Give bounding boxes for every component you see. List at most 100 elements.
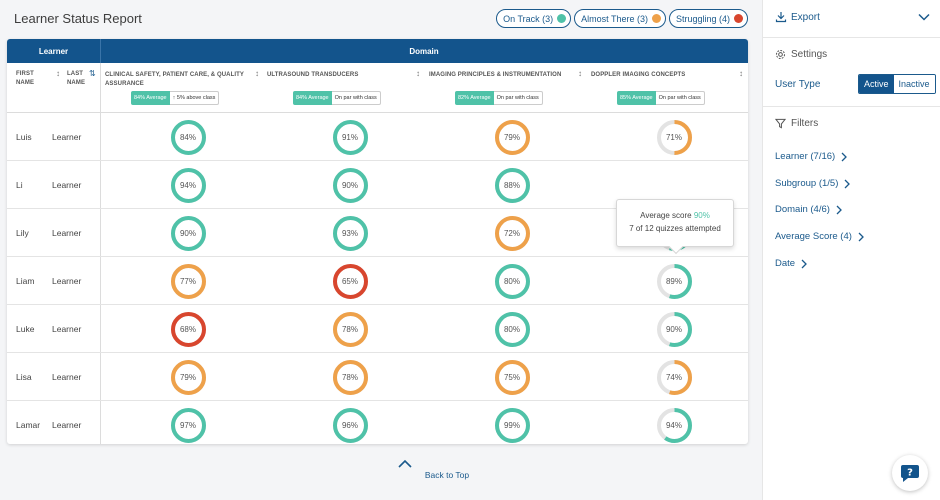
divider (100, 39, 101, 63)
score-ring-progress (656, 312, 692, 347)
chevron-right-icon (858, 232, 864, 241)
score-ring-progress (170, 264, 206, 299)
status-dot (734, 14, 743, 23)
export-button[interactable]: Export (775, 11, 820, 23)
score-ring[interactable] (656, 359, 693, 396)
first-name-cell: Luis (16, 132, 32, 142)
score-ring-progress (332, 408, 368, 443)
sort-icon[interactable]: ↕ (739, 69, 743, 78)
back-to-top-link[interactable]: Back to Top (397, 458, 497, 480)
score-ring[interactable] (656, 263, 693, 300)
score-ring[interactable] (494, 359, 531, 396)
score-ring[interactable] (170, 215, 207, 252)
score-ring[interactable] (494, 311, 531, 348)
help-chat-button[interactable]: ? (892, 455, 928, 491)
score-ring[interactable] (494, 407, 531, 444)
status-pills: On Track (3) Almost There (3) Struggling… (496, 9, 748, 28)
sort-icon[interactable]: ↕ (416, 69, 420, 78)
score-ring[interactable] (170, 263, 207, 300)
comparison-text: 5% above class (176, 95, 216, 101)
filter-label: Domain (4/6) (775, 204, 830, 215)
filter-average-score[interactable]: Average Score (4) (775, 231, 864, 242)
comparison-text: On par with class (493, 91, 543, 105)
divider (763, 37, 940, 38)
report-table: Learner Domain FIRST NAME ↕ LAST NAME ⇅ … (7, 39, 748, 444)
score-ring-progress (494, 168, 530, 203)
table-row: Luke Learner 68% 78% 80% 90% (7, 305, 748, 353)
score-ring-progress (656, 408, 692, 443)
sort-icon[interactable]: ↕ (255, 69, 259, 78)
score-ring[interactable] (332, 167, 369, 204)
score-value: 94% (665, 421, 682, 430)
first-name-header[interactable]: FIRST NAME (16, 71, 35, 86)
sidebar: Export Settings User Type Active Inactiv… (762, 0, 940, 500)
score-ring-progress (170, 360, 206, 395)
score-ring-progress (494, 408, 530, 443)
score-value: 77% (179, 277, 196, 286)
settings-section: Settings (775, 49, 827, 60)
filter-learner[interactable]: Learner (7/16) (775, 151, 848, 162)
score-value: 89% (665, 277, 682, 286)
score-ring[interactable] (170, 407, 207, 444)
struggling-pill[interactable]: Struggling (4) (668, 9, 748, 28)
first-name-cell: Liam (16, 276, 35, 286)
score-ring[interactable] (170, 311, 207, 348)
column-header-row: FIRST NAME ↕ LAST NAME ⇅ CLINICAL SAFETY… (7, 63, 748, 113)
on-track-pill[interactable]: On Track (3) (496, 9, 572, 28)
score-ring[interactable] (170, 119, 207, 156)
score-ring[interactable] (494, 119, 531, 156)
chevron-down-icon[interactable] (918, 13, 930, 21)
last-name-cell: Learner (52, 180, 82, 190)
last-name-header[interactable]: LAST NAME (67, 71, 86, 86)
filter-subgroup[interactable]: Subgroup (1/5) (775, 178, 851, 189)
score-ring-progress (170, 216, 206, 251)
score-ring[interactable] (332, 359, 369, 396)
filter-label: Learner (7/16) (775, 151, 836, 162)
score-ring[interactable] (656, 407, 693, 444)
user-type-toggle: Active Inactive (858, 74, 936, 94)
score-ring[interactable] (494, 215, 531, 252)
almost-there-pill[interactable]: Almost There (3) (574, 9, 666, 28)
chevron-up-icon (398, 459, 412, 468)
score-ring[interactable] (656, 311, 693, 348)
last-name-cell: Learner (52, 372, 82, 382)
comparison-text: On par with class (331, 91, 381, 105)
last-name-cell: Learner (52, 132, 82, 142)
filter-domain[interactable]: Domain (4/6) (775, 204, 842, 215)
score-ring-progress (170, 408, 206, 443)
domain-average-4: 85% Average On par with class (617, 91, 705, 105)
download-icon (775, 12, 787, 23)
score-ring[interactable] (170, 359, 207, 396)
score-value: 79% (179, 373, 196, 382)
domain-header-1[interactable]: CLINICAL SAFETY, PATIENT CARE, & QUALITY… (105, 72, 244, 87)
score-tooltip: Average score 90% 7 of 12 quizzes attemp… (616, 199, 734, 255)
sort-ascending-icon[interactable]: ⇅ (89, 69, 96, 78)
score-ring[interactable] (332, 407, 369, 444)
score-value: 97% (179, 421, 196, 430)
score-value: 90% (341, 181, 358, 190)
score-value: 68% (179, 325, 196, 334)
domain-header-4[interactable]: DOPPLER IMAGING CONCEPTS (591, 72, 686, 78)
sort-icon[interactable]: ↕ (56, 69, 60, 78)
sort-icon[interactable]: ↕ (578, 69, 582, 78)
score-ring[interactable] (494, 263, 531, 300)
score-ring[interactable] (494, 167, 531, 204)
active-toggle-button[interactable]: Active (859, 75, 894, 93)
score-ring[interactable] (170, 167, 207, 204)
score-ring[interactable] (656, 119, 693, 156)
svg-text:?: ? (907, 468, 913, 479)
score-ring[interactable] (332, 263, 369, 300)
inactive-toggle-button[interactable]: Inactive (893, 75, 935, 93)
score-ring[interactable] (332, 215, 369, 252)
score-value: 88% (503, 181, 520, 190)
domain-header-3[interactable]: IMAGING PRINCIPLES & INSTRUMENTATION (429, 72, 562, 78)
export-label: Export (791, 11, 820, 23)
score-ring[interactable] (332, 119, 369, 156)
score-ring[interactable] (332, 311, 369, 348)
table-row: Lisa Learner 79% 78% 75% 74% (7, 353, 748, 401)
score-value: 79% (503, 133, 520, 142)
domain-header-2[interactable]: ULTRASOUND TRANSDUCERS (267, 72, 359, 78)
status-dot (651, 14, 661, 23)
filter-date[interactable]: Date (775, 258, 807, 269)
filter-label: Date (775, 258, 796, 269)
